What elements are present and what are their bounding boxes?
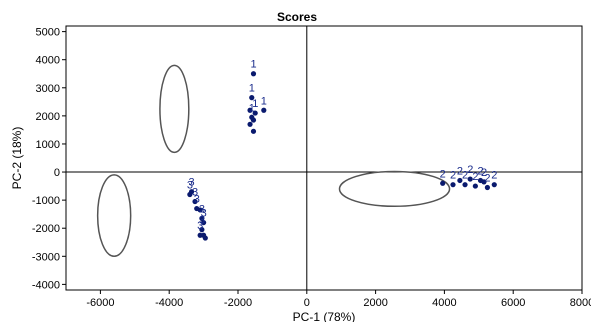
- point-label: 3: [192, 187, 198, 199]
- y-axis-title: PC-2 (18%): [10, 127, 24, 190]
- y-tick-label: -1000: [32, 195, 60, 207]
- score-point: [197, 207, 203, 213]
- score-point: [261, 107, 267, 113]
- y-tick-label: 3000: [36, 83, 60, 95]
- y-tick-label: 1000: [36, 139, 60, 151]
- confidence-ellipse: [159, 64, 190, 154]
- confidence-ellipse: [338, 170, 451, 208]
- score-point: [201, 232, 207, 238]
- point-label: 3: [199, 215, 205, 227]
- x-tick-label: 2000: [363, 297, 387, 309]
- point-label: 2: [491, 170, 497, 182]
- point-label: 2: [484, 172, 490, 184]
- x-tick-label: 8000: [570, 297, 591, 309]
- x-tick-label: 4000: [432, 297, 456, 309]
- score-point: [252, 110, 258, 116]
- score-point: [201, 219, 207, 226]
- y-tick-label: 2000: [36, 111, 60, 123]
- score-point: [249, 95, 255, 101]
- confidence-ellipse: [96, 174, 132, 258]
- point-label: 1: [252, 98, 258, 110]
- point-label: 3: [197, 220, 203, 232]
- point-label: 3: [187, 180, 193, 192]
- point-label: 2: [472, 171, 478, 183]
- point-label: 1: [249, 83, 255, 95]
- y-tick-label: -2000: [32, 223, 60, 235]
- point-label: 2: [440, 168, 446, 180]
- score-point: [491, 182, 497, 188]
- point-label: 2: [462, 170, 468, 182]
- x-axis-title: PC-1 (78%): [293, 310, 356, 322]
- score-point: [484, 184, 490, 191]
- x-tick-label: 0: [304, 297, 310, 309]
- score-point: [199, 215, 205, 221]
- score-point: [472, 183, 478, 189]
- score-point: [440, 180, 446, 186]
- x-tick-label: 6000: [501, 297, 525, 309]
- x-tick-label: -6000: [86, 297, 114, 309]
- point-label: 2: [457, 165, 463, 177]
- score-point: [250, 117, 257, 123]
- y-axis-ticks: -4000 -3000 -2000 -1000 0 1000 2000 3000 4000 500…: [32, 27, 66, 291]
- point-label: 3: [194, 194, 200, 206]
- score-point: [187, 191, 193, 198]
- x-tick-label: -2000: [224, 297, 252, 309]
- point-label: 2: [467, 164, 473, 176]
- score-point: [481, 179, 487, 185]
- score-point: [250, 128, 257, 134]
- score-point: [457, 177, 463, 184]
- plot-area: [65, 25, 583, 291]
- score-points: [187, 71, 497, 241]
- point-label: 2: [478, 165, 484, 177]
- point-label: 3: [189, 177, 195, 189]
- y-tick-label: -4000: [32, 279, 60, 291]
- y-tick-label: 5000: [36, 27, 60, 39]
- y-tick-label: 0: [54, 167, 60, 179]
- score-point: [199, 227, 205, 233]
- point-label: 3: [199, 203, 205, 215]
- point-label: 1: [261, 95, 267, 107]
- point-label: 2: [481, 167, 487, 179]
- score-point: [192, 198, 198, 205]
- score-point: [250, 71, 257, 77]
- score-point: [247, 107, 253, 113]
- y-tick-label: -3000: [32, 251, 60, 263]
- x-tick-label: -4000: [155, 297, 183, 309]
- point-label: 2: [450, 170, 456, 182]
- chart-title: Scores: [277, 10, 317, 24]
- zero-lines: [66, 26, 582, 290]
- y-tick-label: 4000: [36, 55, 60, 67]
- x-axis-ticks: -6000 -4000 -2000 0 2000 4000 6000 8000: [86, 290, 591, 309]
- score-point: [450, 182, 456, 188]
- score-point: [462, 182, 468, 188]
- score-point: [467, 176, 473, 182]
- point-label: 1: [249, 102, 255, 114]
- point-label: 3: [201, 208, 207, 220]
- confidence-ellipses: [96, 64, 451, 258]
- score-point: [247, 121, 253, 127]
- point-label: 1: [250, 59, 256, 71]
